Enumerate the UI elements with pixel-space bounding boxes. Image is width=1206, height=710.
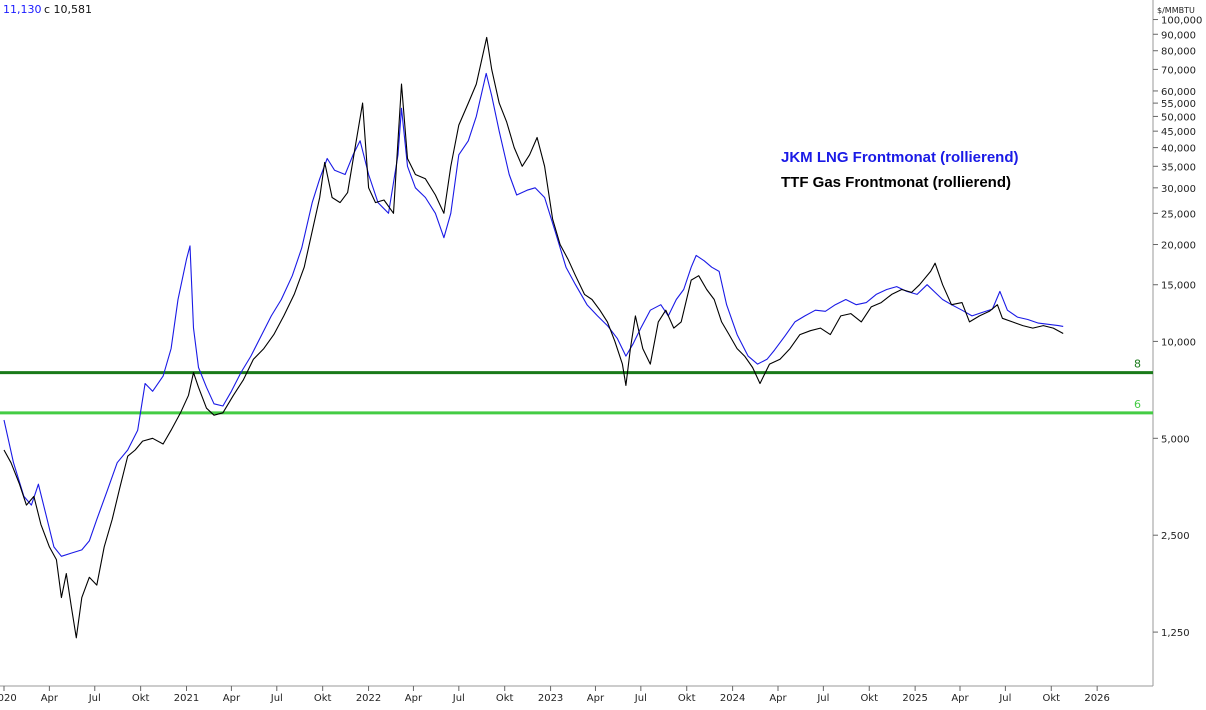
last-value-readout: 11,130 — [3, 3, 42, 16]
level-label-8: 8 — [1134, 358, 1141, 371]
x-tick-label: Jul — [998, 693, 1011, 704]
y-tick-label: 55,000 — [1161, 99, 1196, 110]
x-tick-label: Okt — [860, 693, 878, 704]
x-tick-label: Jul — [816, 693, 829, 704]
legend-jkm: JKM LNG Frontmonat (rollierend) — [781, 149, 1019, 166]
x-tick-label: 2026 — [1084, 693, 1109, 704]
y-tick-label: 80,000 — [1161, 47, 1196, 58]
x-tick-label: 2023 — [538, 693, 563, 704]
x-tick-label: Apr — [587, 693, 605, 704]
y-tick-label: 10,000 — [1161, 337, 1196, 348]
y-tick-label: 30,000 — [1161, 184, 1196, 195]
legend-ttf: TTF Gas Frontmonat (rollierend) — [781, 174, 1011, 191]
y-tick-label: 35,000 — [1161, 162, 1196, 173]
x-tick-label: Jul — [270, 693, 283, 704]
x-tick-label: Okt — [678, 693, 696, 704]
x-tick-label: 2022 — [356, 693, 381, 704]
y-tick-label: 5,000 — [1161, 434, 1190, 445]
y-tick-label: 25,000 — [1161, 209, 1196, 220]
x-tick-label: Apr — [223, 693, 241, 704]
x-tick-label: Jul — [452, 693, 465, 704]
y-tick-label: 2,500 — [1161, 531, 1190, 542]
y-tick-label: 90,000 — [1161, 30, 1196, 41]
y-tick-label: 50,000 — [1161, 112, 1196, 123]
y-tick-label: 40,000 — [1161, 144, 1196, 155]
level-label-6: 6 — [1134, 398, 1141, 411]
y-axis: 1,250 2,500 5,000 10,000 15,000 20,000 25,000 3… — [1153, 16, 1202, 639]
series-line-jkm — [3, 72, 1064, 557]
x-tick-label: Jul — [88, 693, 101, 704]
x-axis: 2020 Apr Jul Okt 2021 Apr Jul Okt 2022 Apr Jul Okt 2… — [0, 686, 1110, 704]
series-line-ttf — [3, 36, 1064, 639]
y-tick-label: 60,000 — [1161, 87, 1196, 98]
x-tick-label: Okt — [1042, 693, 1060, 704]
close-value-readout: c 10,581 — [44, 3, 92, 16]
y-tick-label: 45,000 — [1161, 127, 1196, 138]
y-tick-label: 100,000 — [1161, 16, 1202, 27]
x-tick-label: 2025 — [902, 693, 927, 704]
y-tick-label: 20,000 — [1161, 241, 1196, 252]
x-tick-label: Apr — [405, 693, 423, 704]
x-tick-label: Apr — [951, 693, 969, 704]
legend: JKM LNG Frontmonat (rollierend) TTF Gas … — [781, 149, 1019, 191]
x-tick-label: Okt — [132, 693, 150, 704]
series-lines — [3, 36, 1064, 639]
x-tick-label: Okt — [314, 693, 332, 704]
y-tick-label: 15,000 — [1161, 281, 1196, 292]
y-tick-label: 1,250 — [1161, 628, 1190, 639]
x-tick-label: Apr — [41, 693, 59, 704]
x-tick-label: Apr — [769, 693, 787, 704]
x-tick-label: Jul — [634, 693, 647, 704]
x-tick-label: 2020 — [0, 693, 17, 704]
x-tick-label: 2021 — [174, 693, 199, 704]
x-tick-label: Okt — [496, 693, 514, 704]
x-tick-label: 2024 — [720, 693, 745, 704]
y-tick-label: 70,000 — [1161, 65, 1196, 76]
level-lines: 86 — [0, 358, 1153, 415]
unit-label: $/MMBTU — [1157, 6, 1195, 15]
